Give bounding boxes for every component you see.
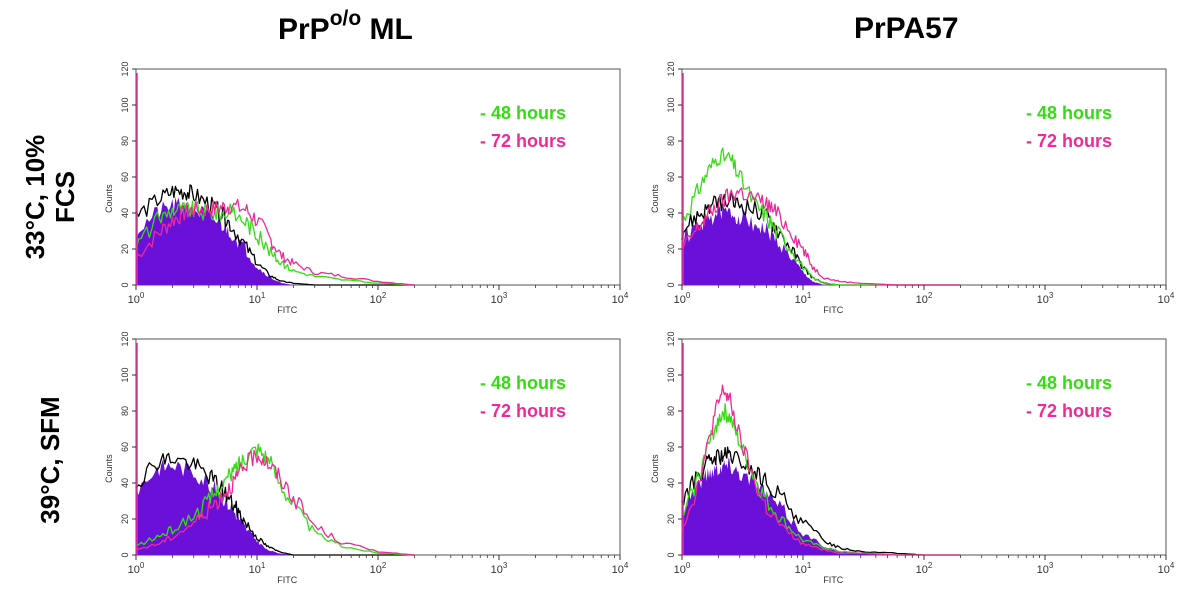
- x-tick-label: 104: [1158, 561, 1175, 576]
- y-tick-label: 80: [120, 136, 130, 146]
- y-tick-label: 0: [120, 282, 130, 287]
- x-tick-label: 102: [370, 291, 387, 306]
- control-filled-histogram: [682, 204, 961, 285]
- y-tick-label: 120: [120, 331, 130, 346]
- y-tick-label: 0: [120, 552, 130, 557]
- control-outline-line: [135, 452, 415, 556]
- x-tick-label: 100: [674, 561, 691, 576]
- histogram-panel-bottom-left: 100 101 102 103 104 FITC 0 20 40 60 80 100 120 Counts…: [104, 331, 629, 585]
- legend-72-hours: - 72 hours: [1026, 131, 1112, 151]
- row-title-line2: FCS: [50, 171, 80, 223]
- y-tick-label: 60: [120, 172, 130, 182]
- series-48-hours-line: [135, 443, 415, 556]
- x-tick-label: 102: [916, 291, 933, 306]
- y-tick-label: 60: [120, 442, 130, 452]
- histogram-panel-top-left: 100 101 102 103 104 FITC 0 20 40 60 80 100 120 Counts…: [104, 61, 629, 315]
- y-tick-label: 100: [120, 97, 130, 112]
- x-axis-label: FITC: [277, 305, 297, 315]
- x-tick-label: 103: [491, 291, 508, 306]
- y-tick-label: 100: [666, 367, 676, 382]
- legend-72-hours: - 72 hours: [480, 401, 566, 421]
- x-tick-label: 101: [249, 291, 266, 306]
- y-axis-label: Counts: [650, 454, 660, 483]
- y-tick-label: 120: [666, 61, 676, 76]
- y-tick-label: 20: [666, 244, 676, 254]
- y-tick-label: 0: [666, 282, 676, 287]
- row-title-line1: 39°C, SFM: [35, 396, 65, 524]
- x-tick-label: 102: [370, 561, 387, 576]
- legend-48-hours: - 48 hours: [480, 373, 566, 393]
- control-filled-histogram: [136, 196, 415, 285]
- y-tick-label: 0: [666, 552, 676, 557]
- y-tick-label: 80: [666, 406, 676, 416]
- y-tick-label: 20: [120, 514, 130, 524]
- y-axis-label: Counts: [104, 184, 114, 213]
- control-outline-line: [681, 446, 961, 556]
- x-axis-label: FITC: [277, 575, 297, 585]
- x-tick-label: 100: [128, 291, 145, 306]
- legend-72-hours: - 72 hours: [1026, 401, 1112, 421]
- series-72-hours-line: [135, 449, 415, 556]
- y-tick-label: 80: [120, 406, 130, 416]
- y-tick-label: 60: [666, 442, 676, 452]
- x-tick-label: 103: [1037, 291, 1054, 306]
- y-tick-label: 40: [666, 478, 676, 488]
- y-tick-label: 20: [120, 244, 130, 254]
- y-tick-label: 20: [666, 514, 676, 524]
- column-title-base: PrP: [278, 13, 330, 46]
- x-tick-label: 100: [674, 291, 691, 306]
- y-tick-label: 60: [666, 172, 676, 182]
- y-tick-label: 100: [120, 367, 130, 382]
- x-tick-label: 104: [612, 561, 629, 576]
- series-72-hours-line: [681, 187, 961, 286]
- control-outline-line: [135, 184, 415, 286]
- series-72-hours-line: [135, 198, 415, 286]
- x-axis-label: FITC: [823, 305, 843, 315]
- y-tick-label: 120: [120, 61, 130, 76]
- column-title-rest: ML: [361, 13, 413, 46]
- x-axis-label: FITC: [823, 575, 843, 585]
- y-tick-label: 40: [666, 208, 676, 218]
- control-filled-histogram: [136, 459, 415, 555]
- control-filled-histogram: [682, 457, 961, 555]
- histogram-panel-top-right: 100 101 102 103 104 FITC 0 20 40 60 80 100 120 Counts…: [650, 61, 1175, 315]
- legend-48-hours: - 48 hours: [480, 103, 566, 123]
- series-48-hours-line: [135, 200, 415, 286]
- y-axis-label: Counts: [104, 454, 114, 483]
- row-title-39c-sfm: 39°C, SFM: [35, 360, 65, 560]
- column-title-prpa57: PrPA57: [854, 12, 959, 45]
- y-tick-label: 120: [666, 331, 676, 346]
- legend-48-hours: - 48 hours: [1026, 103, 1112, 123]
- x-tick-label: 101: [249, 561, 266, 576]
- x-tick-label: 103: [1037, 561, 1054, 576]
- x-tick-label: 101: [795, 561, 812, 576]
- y-tick-label: 40: [120, 478, 130, 488]
- x-tick-label: 104: [612, 291, 629, 306]
- legend-72-hours: - 72 hours: [480, 131, 566, 151]
- y-axis-label: Counts: [650, 184, 660, 213]
- y-tick-label: 100: [666, 97, 676, 112]
- x-tick-label: 101: [795, 291, 812, 306]
- series-48-hours-line: [681, 147, 961, 286]
- x-tick-label: 102: [916, 561, 933, 576]
- y-tick-label: 80: [666, 136, 676, 146]
- histogram-panel-bottom-right: 100 101 102 103 104 FITC 0 20 40 60 80 100 120 Counts…: [650, 331, 1175, 585]
- column-title-superscript: o/o: [329, 7, 362, 30]
- x-tick-label: 100: [128, 561, 145, 576]
- row-title-33c-fcs: 33°C, 10% FCS: [20, 97, 80, 297]
- column-title-prp-oo-ml: PrPo/o ML: [278, 7, 413, 47]
- x-tick-label: 103: [491, 561, 508, 576]
- y-tick-label: 40: [120, 208, 130, 218]
- series-72-hours-line: [681, 384, 961, 556]
- x-tick-label: 104: [1158, 291, 1175, 306]
- legend-48-hours: - 48 hours: [1026, 373, 1112, 393]
- row-title-line1: 33°C, 10%: [20, 134, 50, 260]
